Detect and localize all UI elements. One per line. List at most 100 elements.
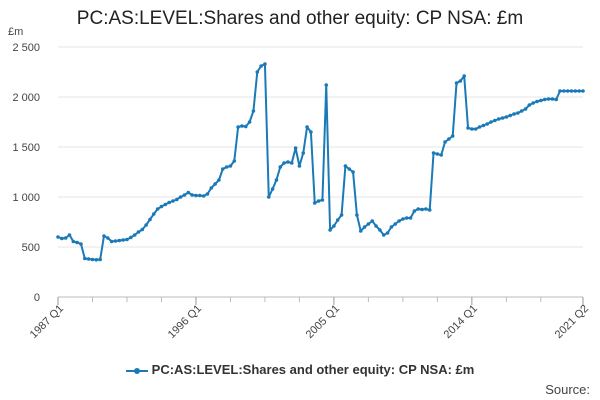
data-point: [473, 127, 478, 131]
data-point: [562, 89, 566, 93]
data-point: [569, 89, 574, 93]
x-axis: 1987 Q1 1996 Q1 2005 Q1 2014 Q1 2021 Q2: [28, 297, 591, 341]
data-point: [171, 199, 175, 203]
data-point: [424, 207, 428, 211]
data-point: [155, 207, 160, 211]
data-point: [439, 153, 444, 157]
data-point: [489, 120, 493, 124]
data-point: [447, 137, 451, 141]
data-point: [412, 209, 417, 213]
data-point: [385, 231, 390, 235]
data-point: [558, 89, 562, 93]
data-point: [220, 167, 225, 171]
data-point: [232, 159, 237, 163]
data-point: [355, 213, 359, 217]
data-point: [320, 198, 325, 202]
data-point: [129, 235, 133, 240]
data-point: [83, 256, 87, 261]
data-point: [148, 217, 152, 222]
data-point: [190, 193, 194, 197]
data-point: [266, 195, 271, 199]
data-point: [523, 107, 528, 111]
x-tick-label: 1996 Q1: [166, 303, 204, 341]
data-point: [324, 83, 329, 87]
data-point: [251, 109, 256, 113]
data-point: [259, 64, 263, 68]
y-tick-label: 500: [22, 242, 40, 254]
data-point: [542, 97, 547, 102]
series-line: [56, 62, 585, 262]
data-point: [500, 116, 505, 120]
data-point: [565, 89, 570, 93]
data-point: [343, 164, 348, 168]
data-point: [335, 218, 340, 222]
data-point: [431, 151, 436, 155]
data-point: [297, 164, 302, 168]
x-tick-label: 2005 Q1: [304, 303, 342, 341]
data-point: [117, 238, 122, 243]
data-point: [282, 161, 286, 165]
y-axis-ticks: 0 500 1 000 1 500 2 000 2 500: [12, 42, 40, 304]
data-point: [224, 165, 229, 169]
data-point: [240, 124, 244, 128]
data-point: [136, 230, 141, 234]
data-point: [358, 229, 363, 233]
data-point: [125, 237, 129, 242]
data-point: [121, 238, 125, 242]
data-point: [466, 126, 470, 130]
data-point: [213, 182, 217, 186]
data-point: [328, 228, 332, 232]
data-point: [535, 99, 539, 104]
data-point: [370, 219, 375, 223]
data-point: [63, 236, 68, 240]
data-point: [205, 192, 210, 196]
data-point: [339, 213, 344, 217]
data-point: [201, 194, 206, 198]
data-point: [152, 212, 156, 216]
data-point: [247, 120, 252, 124]
data-point: [174, 197, 179, 202]
data-point: [470, 127, 474, 131]
data-point: [274, 178, 279, 182]
data-point: [312, 201, 317, 205]
data-point: [573, 89, 578, 93]
data-point: [236, 125, 240, 129]
data-point: [347, 167, 352, 171]
data-point: [516, 111, 520, 115]
data-point: [56, 235, 60, 239]
data-point: [427, 208, 432, 212]
legend-line-marker-icon: [125, 366, 148, 376]
data-point: [450, 134, 455, 138]
data-point: [309, 130, 313, 134]
data-point: [381, 233, 386, 237]
gridlines: [58, 46, 583, 298]
chart-title: PC:AS:LEVEL:Shares and other equity: CP …: [76, 8, 524, 29]
data-point: [362, 225, 367, 229]
x-tick-label: 2014 Q1: [442, 303, 480, 341]
data-point: [94, 258, 99, 262]
data-point: [389, 225, 394, 229]
data-point: [102, 234, 106, 238]
legend-label: PC:AS:LEVEL:Shares and other equity: CP …: [151, 362, 475, 377]
data-point: [531, 101, 535, 105]
data-point: [255, 70, 260, 74]
data-point: [493, 118, 497, 123]
y-tick-label: 0: [34, 292, 40, 304]
data-point: [75, 240, 79, 245]
data-point: [159, 204, 164, 209]
data-point: [581, 89, 585, 93]
data-point: [462, 74, 467, 78]
data-point: [577, 89, 581, 93]
data-point: [286, 160, 290, 164]
data-point: [86, 257, 91, 261]
data-point: [496, 117, 501, 121]
data-point: [60, 236, 64, 241]
data-point: [90, 257, 95, 262]
data-point: [289, 161, 294, 165]
legend[interactable]: PC:AS:LEVEL:Shares and other equity: CP …: [0, 362, 600, 377]
data-point: [263, 62, 267, 66]
data-point: [67, 233, 72, 237]
data-point: [420, 207, 424, 212]
data-point: [106, 236, 110, 240]
